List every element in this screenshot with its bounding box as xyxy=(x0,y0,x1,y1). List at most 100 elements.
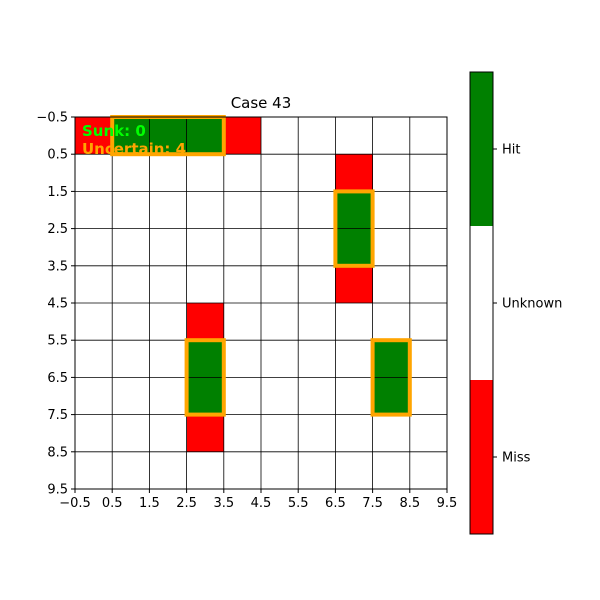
grid-cell-unknown xyxy=(409,191,447,229)
grid-cell-unknown xyxy=(298,303,336,341)
grid-cell-unknown xyxy=(261,340,299,378)
grid-cell-unknown xyxy=(149,451,187,489)
grid-cell-unknown xyxy=(372,228,410,266)
grid-cell-unknown xyxy=(409,117,447,155)
grid-cell-unknown xyxy=(112,377,150,415)
grid-cell-unknown xyxy=(261,303,299,341)
grid-cell-unknown xyxy=(298,377,336,415)
grid-cell-unknown xyxy=(75,414,113,452)
annotation-layer: Sunk: 0 Uncertain: 4 xyxy=(82,122,186,158)
grid-cell-unknown xyxy=(261,265,299,303)
grid-cell-unknown xyxy=(335,303,373,341)
y-tick-label: −0.5 xyxy=(36,111,68,126)
grid-cell-unknown xyxy=(112,191,150,229)
grid-cell-unknown xyxy=(75,340,113,378)
grid-cell-unknown xyxy=(409,265,447,303)
colorbar-segment-miss xyxy=(470,380,493,534)
grid-cell-unknown xyxy=(149,414,187,452)
grid-cell-unknown xyxy=(223,154,261,192)
grid-cell-unknown xyxy=(112,451,150,489)
grid-cell-unknown xyxy=(223,191,261,229)
y-axis: −0.5 0.5 1.5 2.5 3.5 4.5 5.5 6.5 7.5 8.5 9.5 xyxy=(36,111,75,498)
grid-cell-unknown xyxy=(112,265,150,303)
cells-layer xyxy=(75,117,447,489)
x-tick-label: 4.5 xyxy=(251,496,272,511)
grid-cell-unknown xyxy=(298,265,336,303)
grid-cell-unknown xyxy=(75,303,113,341)
colorbar-label-hit: Hit xyxy=(502,143,520,158)
chart-title: Case 43 xyxy=(231,94,292,112)
plot-area: Sunk: 0 Uncertain: 4 xyxy=(74,115,448,490)
grid-cell-unknown xyxy=(298,154,336,192)
grid-cell-unknown xyxy=(298,340,336,378)
colorbar-label-unknown: Unknown xyxy=(502,297,562,312)
grid-cell-unknown xyxy=(372,451,410,489)
grid-cell-unknown xyxy=(261,117,299,155)
grid-cell-unknown xyxy=(409,228,447,266)
x-tick-label: 5.5 xyxy=(288,496,309,511)
y-tick-label: 0.5 xyxy=(47,148,68,163)
grid-cell-unknown xyxy=(112,414,150,452)
grid-cell-unknown xyxy=(335,414,373,452)
grid-cell-unknown xyxy=(149,228,187,266)
colorbar-segment-unknown xyxy=(470,226,493,380)
y-tick-label: 7.5 xyxy=(47,408,68,423)
colorbar-frame xyxy=(469,71,494,535)
grid-cell-unknown xyxy=(335,377,373,415)
grid-cell-unknown xyxy=(298,228,336,266)
x-tick-label: 8.5 xyxy=(399,496,420,511)
grid-cell-unknown xyxy=(149,191,187,229)
grid-cell-unknown xyxy=(75,154,113,192)
grid-cell-unknown xyxy=(112,303,150,341)
grid-cell-unknown xyxy=(372,154,410,192)
grid-cell-hit xyxy=(372,377,410,415)
grid-cell-miss xyxy=(223,117,261,155)
grid-cell-unknown xyxy=(261,228,299,266)
gridlines-layer xyxy=(75,117,447,489)
grid-cell-unknown xyxy=(298,191,336,229)
grid-cell-unknown xyxy=(186,451,224,489)
grid-cell-unknown xyxy=(75,191,113,229)
grid-cell-unknown xyxy=(75,228,113,266)
uncertain-ship-outline xyxy=(333,189,375,268)
grid-cell-unknown xyxy=(75,265,113,303)
uncertain-count-label: Uncertain: 4 xyxy=(82,140,186,158)
grid-cell-unknown xyxy=(186,154,224,192)
grid-cell-unknown xyxy=(335,451,373,489)
grid-cell-unknown xyxy=(409,451,447,489)
x-axis: −0.5 0.5 1.5 2.5 3.5 4.5 5.5 6.5 7.5 8.5 9.5 xyxy=(59,489,457,511)
grid-cell-unknown xyxy=(409,303,447,341)
grid-cell-miss xyxy=(75,117,113,155)
colorbar-label-miss: Miss xyxy=(502,451,531,466)
grid-cell-unknown xyxy=(223,303,261,341)
grid-cell-unknown xyxy=(223,377,261,415)
x-tick-label: −0.5 xyxy=(59,496,91,511)
grid-cell-unknown xyxy=(372,414,410,452)
grid-cell-unknown xyxy=(186,228,224,266)
x-tick-label: 9.5 xyxy=(437,496,458,511)
grid-cell-miss xyxy=(335,265,373,303)
grid-cell-unknown xyxy=(149,377,187,415)
grid-cell-unknown xyxy=(409,414,447,452)
grid-cell-hit xyxy=(335,191,373,229)
grid-cell-unknown xyxy=(298,451,336,489)
uncertain-ship-outline xyxy=(184,338,226,417)
grid-cell-miss xyxy=(186,414,224,452)
y-tick-label: 5.5 xyxy=(47,334,68,349)
grid-cell-unknown xyxy=(223,414,261,452)
y-tick-label: 8.5 xyxy=(47,445,68,460)
grid-cell-unknown xyxy=(261,414,299,452)
grid-cell-unknown xyxy=(223,340,261,378)
grid-cell-unknown xyxy=(261,154,299,192)
grid-cell-unknown xyxy=(149,340,187,378)
x-tick-label: 7.5 xyxy=(362,496,383,511)
y-tick-label: 9.5 xyxy=(47,483,68,498)
x-tick-label: 3.5 xyxy=(213,496,234,511)
grid-cell-unknown xyxy=(409,340,447,378)
grid-cell-unknown xyxy=(112,340,150,378)
grid-cell-unknown xyxy=(372,265,410,303)
grid-cell-hit xyxy=(335,228,373,266)
grid-cell-unknown xyxy=(112,228,150,266)
grid-cell-unknown xyxy=(186,265,224,303)
grid-cell-unknown xyxy=(223,228,261,266)
